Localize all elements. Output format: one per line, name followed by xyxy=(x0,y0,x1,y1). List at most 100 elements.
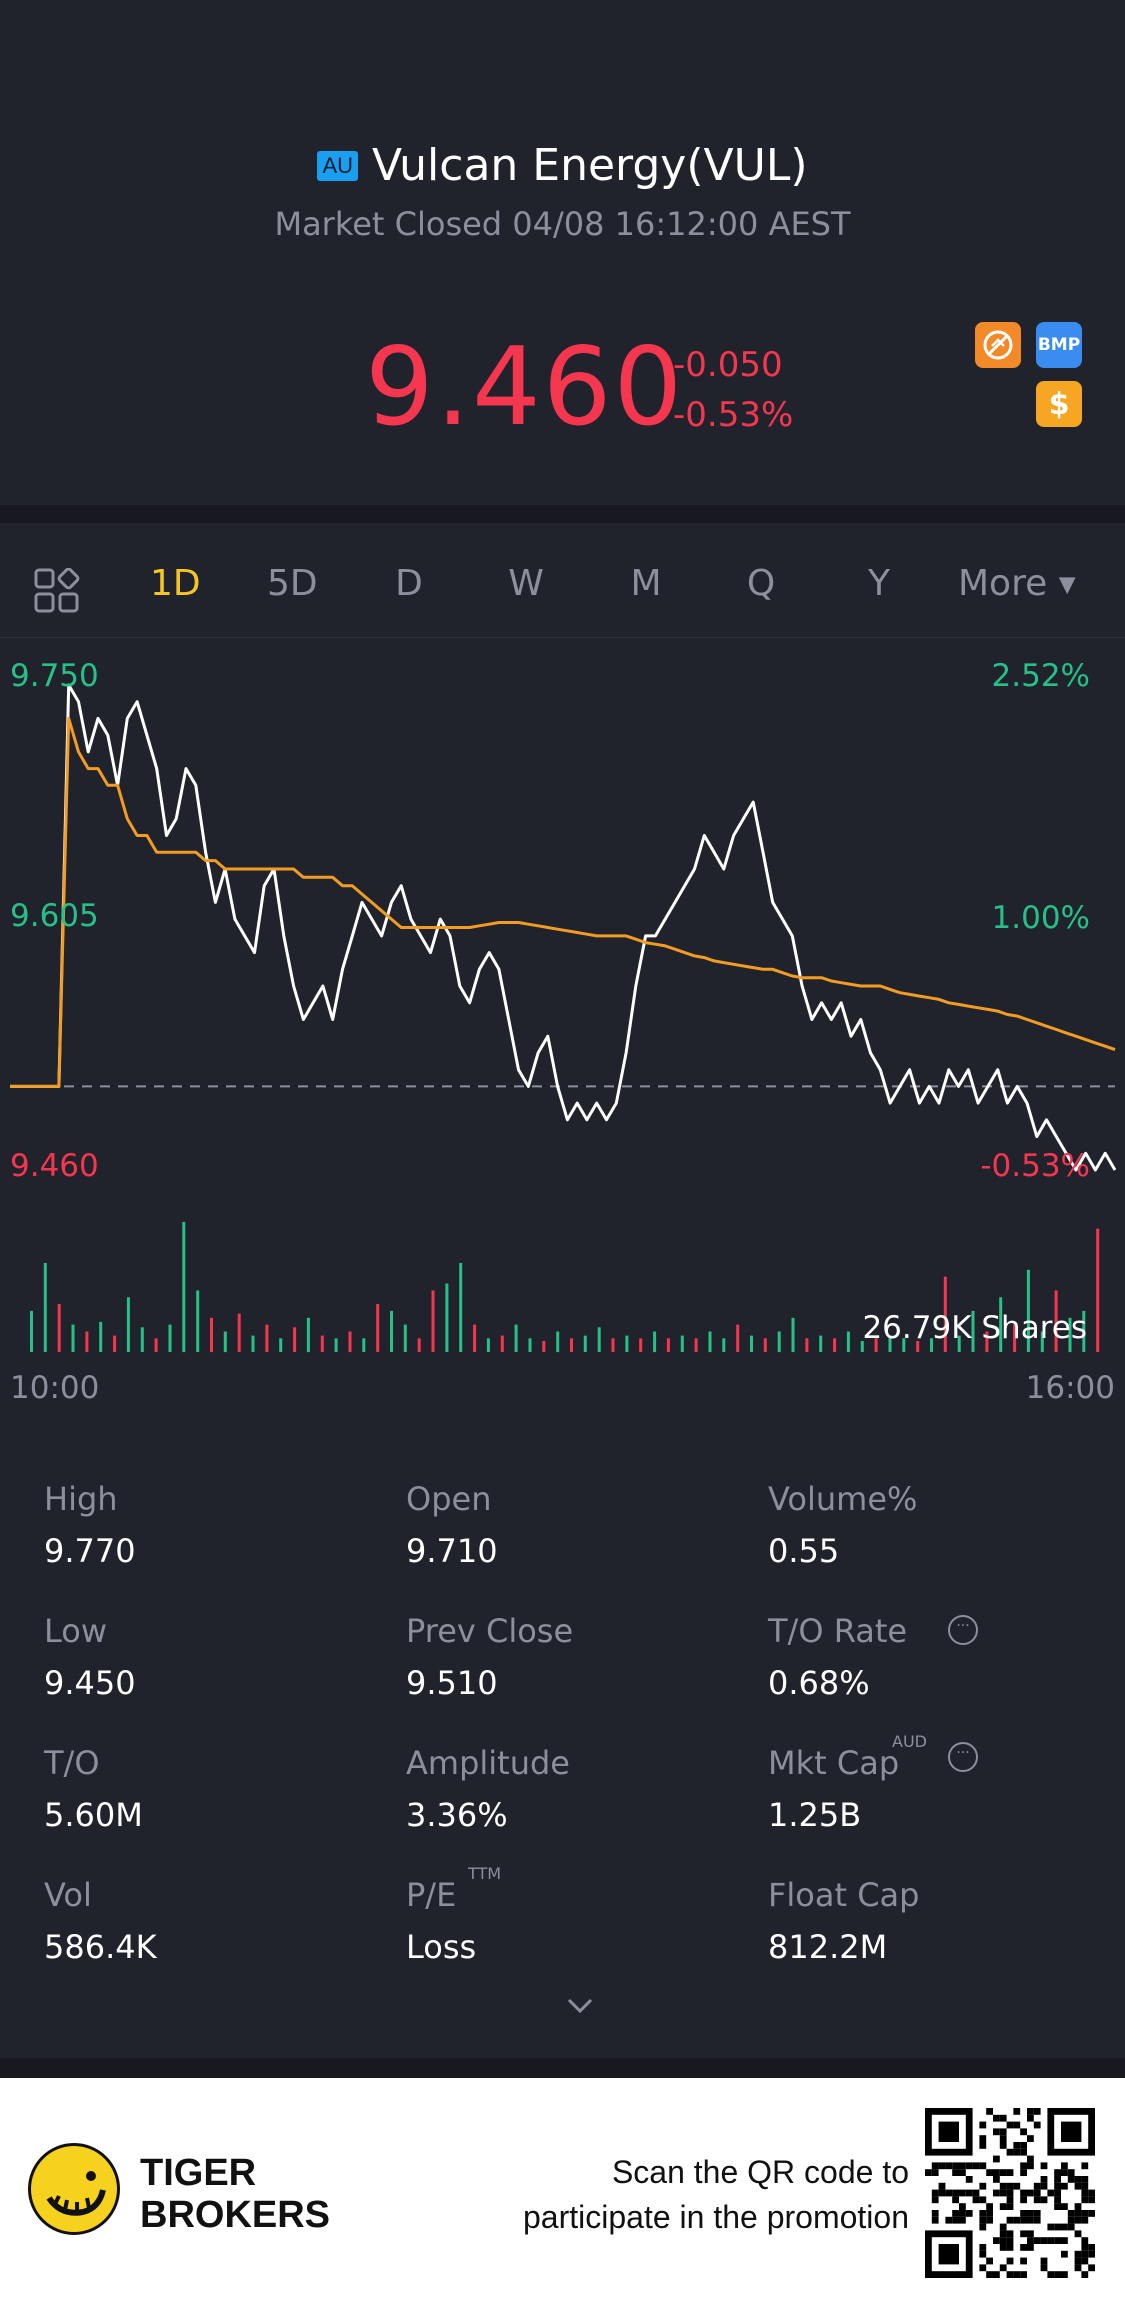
bmp-icon[interactable]: BMP xyxy=(1036,322,1082,368)
qr-module xyxy=(993,2176,1000,2183)
qr-module xyxy=(1027,2135,1034,2142)
volume-bar xyxy=(500,1335,504,1352)
dollar-icon[interactable]: $ xyxy=(1036,381,1082,427)
qr-module xyxy=(979,2250,987,2258)
qr-module xyxy=(1074,2176,1082,2183)
qr-module xyxy=(952,2189,959,2197)
stat-value: 3.36% xyxy=(406,1796,508,1834)
qr-module xyxy=(1088,2189,1095,2197)
qr-module xyxy=(1006,2230,1014,2238)
qr-module xyxy=(1040,2176,1048,2183)
stat-label: Mkt Cap xyxy=(768,1744,900,1782)
stat-float-cap: Float Cap 812.2M xyxy=(768,1876,919,1966)
qr-module xyxy=(1088,2264,1095,2272)
qr-module xyxy=(1047,2237,1055,2244)
stat-value: 9.510 xyxy=(406,1664,498,1702)
stat-label: T/O Rate xyxy=(768,1612,908,1650)
volume-bar xyxy=(486,1338,490,1352)
volume-bar xyxy=(763,1338,767,1352)
brand-name: TIGER BROKERS xyxy=(140,2152,330,2236)
qr-module xyxy=(1054,2189,1061,2197)
qr-module xyxy=(1074,2250,1082,2258)
stock-title: Vulcan Energy(VUL) xyxy=(372,140,808,191)
qr-module xyxy=(1081,2216,1089,2224)
period-tabs: 1D 5D D W M Q Y More ▼ xyxy=(0,523,1125,638)
qr-module xyxy=(1033,2189,1041,2197)
qr-module xyxy=(1033,2210,1041,2217)
volume-bar xyxy=(154,1338,158,1352)
qr-module xyxy=(979,2142,987,2149)
qr-module xyxy=(1054,2196,1061,2204)
qr-code-icon[interactable] xyxy=(925,2108,1095,2278)
stat-label: T/O xyxy=(44,1744,100,1782)
volume-bar xyxy=(874,1338,878,1352)
qr-module xyxy=(1054,2203,1061,2210)
volume-bar xyxy=(431,1290,435,1352)
tab-q[interactable]: Q xyxy=(746,563,776,604)
stat-value: Loss xyxy=(406,1928,477,1966)
tab-y[interactable]: Y xyxy=(868,563,890,604)
qr-module xyxy=(1013,2271,1021,2278)
qr-module xyxy=(986,2203,993,2210)
qr-module xyxy=(999,2244,1007,2251)
qr-module xyxy=(931,2189,939,2197)
qr-module xyxy=(1040,2196,1048,2204)
qr-module xyxy=(959,2210,966,2217)
expand-chevron-icon[interactable] xyxy=(565,1990,595,2020)
stat-value: 9.770 xyxy=(44,1532,136,1570)
qr-module xyxy=(993,2237,1000,2244)
to-rate-info-icon[interactable]: ··· xyxy=(948,1615,978,1645)
tab-w[interactable]: W xyxy=(508,563,544,604)
qr-module xyxy=(1033,2121,1041,2129)
qr-module xyxy=(1013,2216,1021,2224)
qr-module xyxy=(993,2114,1000,2122)
volume-bar xyxy=(805,1338,809,1352)
stat-vol: Vol 586.4K xyxy=(44,1876,157,1966)
tab-m[interactable]: M xyxy=(630,563,662,604)
price-change: -0.050 -0.53% xyxy=(673,340,793,440)
qr-module xyxy=(1033,2108,1041,2115)
qr-module xyxy=(938,2182,946,2190)
chart-canvas xyxy=(10,683,1117,1353)
qr-module xyxy=(1006,2121,1014,2129)
tab-1d[interactable]: 1D xyxy=(150,563,201,604)
title-row: AU Vulcan Energy(VUL) xyxy=(0,140,1125,191)
volume-bar xyxy=(653,1331,657,1353)
qr-module xyxy=(1088,2210,1095,2217)
intraday-chart[interactable]: 9.750 9.605 9.460 2.52% 1.00% -0.53% 26.… xyxy=(0,640,1125,1420)
volume-bar xyxy=(514,1324,518,1352)
no-short-icon[interactable] xyxy=(975,322,1021,368)
qr-module xyxy=(1006,2216,1014,2224)
qr-module xyxy=(1006,2148,1014,2156)
qr-module xyxy=(1006,2182,1014,2190)
volume-bar xyxy=(168,1324,172,1352)
volume-bar xyxy=(957,1335,961,1352)
qr-module xyxy=(1020,2216,1027,2224)
qr-module xyxy=(959,2162,966,2170)
qr-module xyxy=(993,2169,1000,2176)
volume-bar xyxy=(971,1310,975,1352)
volume-bar xyxy=(390,1310,393,1352)
volume-bar xyxy=(1082,1310,1086,1352)
qr-module xyxy=(1061,2169,1068,2176)
qr-module xyxy=(1047,2223,1055,2231)
qr-finder xyxy=(938,2121,959,2142)
tab-d[interactable]: D xyxy=(395,563,423,604)
qr-module xyxy=(965,2210,973,2217)
layout-grid-icon[interactable] xyxy=(34,568,80,614)
mkt-cap-info-icon[interactable]: ··· xyxy=(948,1742,978,1772)
qr-module xyxy=(1054,2182,1061,2190)
tab-5d[interactable]: 5D xyxy=(267,563,318,604)
stat-value: 5.60M xyxy=(44,1796,143,1834)
tab-more[interactable]: More ▼ xyxy=(958,563,1088,604)
y-right-tick-low: -0.53% xyxy=(980,1148,1090,1184)
change-value: -0.050 xyxy=(673,345,783,385)
qr-module xyxy=(1006,2203,1014,2210)
qr-module xyxy=(1088,2250,1095,2258)
volume-bar xyxy=(902,1338,906,1352)
qr-finder xyxy=(1061,2121,1082,2142)
qr-module xyxy=(1054,2271,1061,2278)
qr-module xyxy=(1020,2128,1027,2136)
qr-module xyxy=(1074,2182,1082,2190)
qr-module xyxy=(1027,2108,1034,2115)
